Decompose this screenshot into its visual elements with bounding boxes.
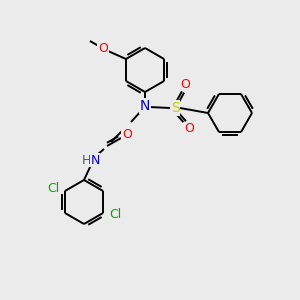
Text: O: O — [98, 41, 108, 55]
Text: S: S — [171, 101, 179, 115]
Text: N: N — [90, 154, 100, 166]
Text: O: O — [184, 122, 194, 136]
Text: N: N — [140, 99, 150, 113]
Text: O: O — [122, 128, 132, 140]
Text: H: H — [81, 154, 91, 166]
Text: O: O — [180, 77, 190, 91]
Text: Cl: Cl — [47, 182, 59, 196]
Text: Cl: Cl — [109, 208, 121, 221]
